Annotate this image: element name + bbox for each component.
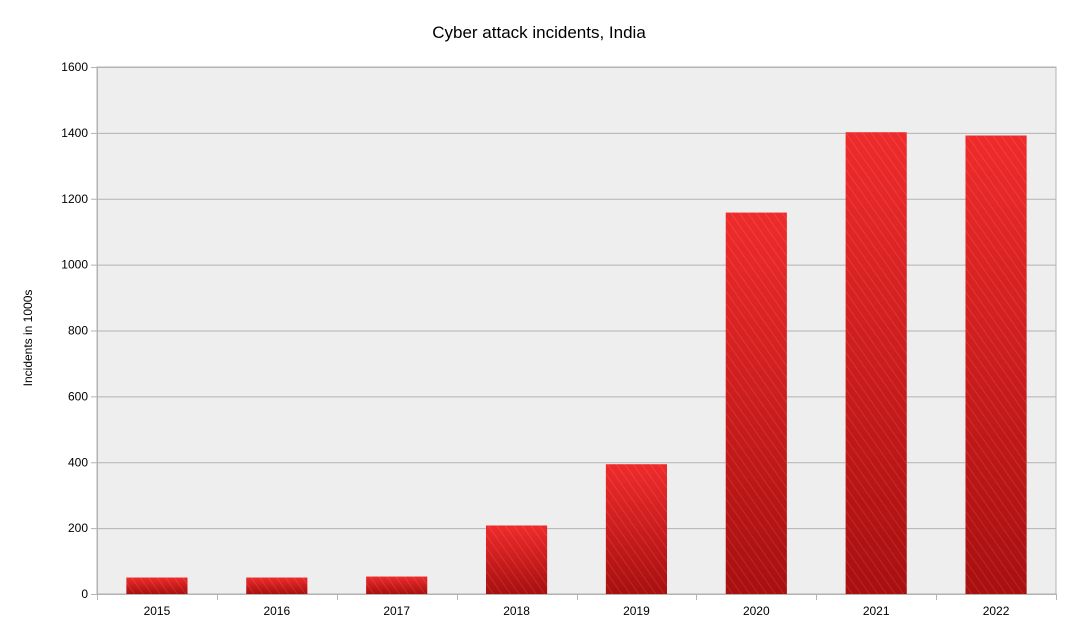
x-tick-label: 2019 (623, 604, 650, 618)
y-tick-label: 1600 (61, 60, 88, 74)
x-tick-label: 2016 (263, 604, 290, 618)
x-tick-label: 2017 (383, 604, 410, 618)
chart-title: Cyber attack incidents, India (432, 23, 646, 42)
y-axis-label: Incidents in 1000s (21, 290, 35, 387)
bars (126, 132, 1027, 595)
x-tick-label: 2021 (863, 604, 890, 618)
y-tick-labels: 0 200 400 600 800 1000 1200 1400 1600 (61, 60, 97, 601)
y-tick-label: 600 (68, 389, 88, 403)
bar-texture (845, 132, 907, 594)
x-tick-labels: 2015 2016 2017 2018 2019 2020 2021 2022 (144, 604, 1010, 618)
bar-texture (965, 135, 1027, 594)
y-tick-label: 400 (68, 455, 88, 469)
bar-texture (605, 464, 668, 594)
bar-texture (366, 576, 428, 594)
bar-texture (485, 525, 548, 594)
y-tick-label: 800 (68, 324, 88, 338)
bar-texture (246, 577, 308, 594)
x-tick-label: 2020 (743, 604, 770, 618)
y-tick-label: 0 (81, 587, 88, 601)
bar-texture (725, 212, 787, 595)
y-tick-label: 200 (68, 521, 88, 535)
x-tick-label: 2015 (144, 604, 171, 618)
bar-texture (126, 577, 188, 594)
y-tick-label: 1200 (61, 192, 88, 206)
x-tick-label: 2022 (983, 604, 1010, 618)
x-tick-label: 2018 (503, 604, 530, 618)
y-tick-label: 1400 (61, 126, 88, 140)
y-tick-label: 1000 (61, 258, 88, 272)
axes (97, 67, 1057, 600)
